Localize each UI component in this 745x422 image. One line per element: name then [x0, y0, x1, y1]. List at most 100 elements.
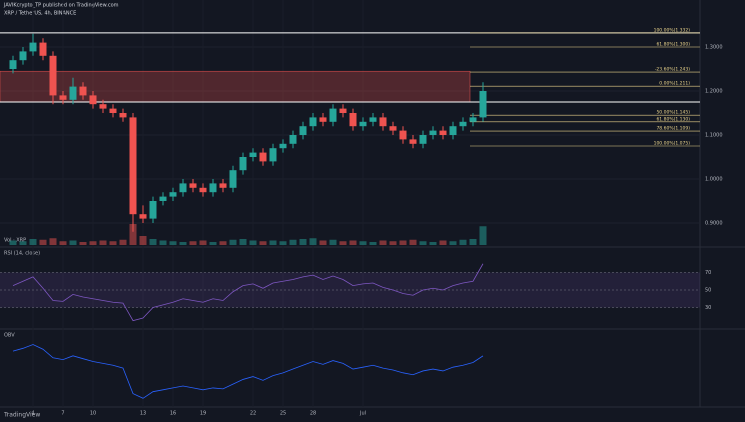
volume-bar	[79, 242, 87, 245]
volume-bar	[449, 241, 457, 245]
chart-title: JAVIKcrypto_TP published on TradingView.…	[3, 3, 119, 9]
volume-bar	[269, 240, 277, 245]
candle-body	[289, 135, 297, 144]
candle-body	[159, 196, 167, 201]
candle-body	[449, 126, 457, 135]
candle-body	[99, 104, 107, 109]
candle-body	[369, 117, 377, 122]
candle-body	[149, 201, 157, 219]
volume-bar	[59, 241, 67, 245]
volume-bar	[219, 241, 227, 245]
candle-body	[429, 130, 437, 135]
volume-bar	[189, 241, 197, 245]
volume-bar	[349, 240, 357, 245]
volume-bar	[39, 239, 47, 245]
indicator-line	[12, 263, 484, 322]
volume-bar	[279, 241, 287, 245]
volume-bar	[439, 240, 447, 245]
y-tick-label: 1.0000	[705, 177, 723, 183]
candle-body	[469, 117, 477, 122]
volume-bar	[129, 224, 137, 245]
candle-body	[19, 51, 27, 61]
rsi-tick-label: 70	[705, 270, 711, 276]
x-tick-label: 10	[90, 411, 96, 417]
volume-bar	[389, 241, 397, 245]
volume-bar	[399, 240, 407, 245]
candle-body	[329, 108, 337, 122]
volume-bar	[119, 239, 127, 245]
y-tick-label: 0.9000	[705, 221, 723, 227]
volume-bar	[289, 239, 297, 245]
candle-body	[89, 95, 97, 105]
fib-label: -23.60%(1.243)	[655, 67, 690, 73]
candle-body	[49, 55, 57, 96]
volume-bar	[49, 238, 57, 245]
candle-body	[299, 126, 307, 135]
candle-body	[349, 113, 357, 127]
candle-body	[409, 139, 417, 144]
candle-body	[39, 42, 47, 56]
candle-body	[199, 187, 207, 193]
volume-bar	[409, 239, 417, 245]
candle-body	[209, 183, 217, 193]
volume-bar	[479, 226, 487, 245]
fib-label: 100.00%(1.075)	[654, 141, 691, 147]
indicator-line	[12, 344, 484, 399]
candle-body	[29, 42, 37, 52]
candle-body	[379, 117, 387, 127]
volume-bar	[229, 239, 237, 245]
candle-body	[319, 117, 327, 122]
fib-label: 61.80%(1.300)	[656, 42, 690, 48]
candle-body	[69, 86, 77, 100]
volume-bar	[199, 240, 207, 245]
x-tick-label: Jul	[359, 411, 366, 417]
resistance-zone	[0, 70, 471, 103]
y-tick-label: 1.2000	[705, 89, 723, 95]
volume-bar	[339, 241, 347, 245]
volume-bar	[469, 239, 477, 245]
x-tick-label: 7	[61, 411, 64, 417]
candle-body	[359, 121, 367, 127]
x-tick-label: 4	[31, 411, 34, 417]
fib-label: 78.60%(1.109)	[656, 126, 690, 132]
volume-bar	[209, 242, 217, 245]
candle-body	[79, 86, 87, 96]
candle-body	[259, 152, 267, 162]
volume-bar	[429, 242, 437, 245]
candle-body	[239, 157, 247, 171]
x-tick-label: 19	[200, 411, 206, 417]
candle-body	[399, 130, 407, 140]
fib-label: 61.80%(1.130)	[656, 116, 690, 122]
volume-bar	[419, 241, 427, 245]
rsi-tick-label: 30	[705, 305, 711, 311]
footer: TradingView	[3, 412, 40, 419]
candle-body	[269, 148, 277, 162]
volume-bar	[29, 239, 37, 245]
fib-label: 50.00%(1.145)	[656, 110, 690, 116]
volume-bar	[359, 241, 367, 245]
x-tick-label: 16	[170, 411, 176, 417]
candle-body	[119, 113, 127, 118]
x-tick-label: 25	[280, 411, 286, 417]
candle-body	[439, 130, 447, 135]
candle-body	[189, 183, 197, 188]
chart-subtitle: XRP / TetherUS, 4h, BINANCE	[4, 11, 76, 17]
candle-body	[229, 170, 237, 188]
volume-bar	[159, 240, 167, 245]
volume-bar	[9, 240, 17, 245]
candle-body	[479, 91, 487, 118]
obv-label: OBV	[4, 333, 15, 339]
candle-body	[249, 152, 257, 157]
volume-bar	[149, 239, 157, 245]
volume-bar	[249, 240, 257, 245]
volume-bar	[459, 239, 467, 245]
volume-bar	[89, 241, 97, 245]
candle-body	[139, 214, 147, 219]
fib-label: 100.00%(1.332)	[654, 27, 691, 33]
volume-bar	[379, 240, 387, 245]
candle-body	[309, 117, 317, 127]
volume-bar	[139, 236, 147, 245]
